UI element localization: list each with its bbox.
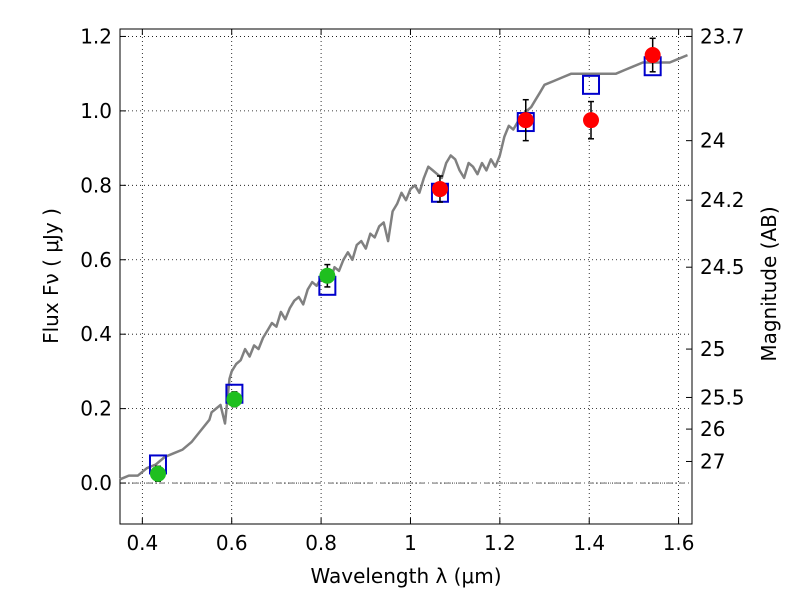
x-tick-label: 1.2 [484,531,516,555]
series-layer [119,37,688,482]
y-tick-label: 1.2 [80,24,112,48]
y-tick-label: 0.0 [80,471,112,495]
model-photometry-square [582,74,601,95]
right-tick-label: 24.2 [700,188,745,212]
right-tick-label: 23.7 [700,24,745,48]
x-tick-label: 0.4 [126,531,158,555]
y-tick-label: 0.2 [80,397,112,421]
right-tick-label: 25 [700,337,725,361]
x-tick-label: 1.6 [663,531,695,555]
plot-frame [119,28,693,525]
right-tick-label: 27 [700,449,725,473]
right-tick-label: 26 [700,417,725,441]
observed-point [149,465,166,482]
right-axis-label: Magnitude (AB) [757,206,781,361]
x-tick-label: 0.8 [305,531,337,555]
y-tick-label: 0.8 [80,173,112,197]
x-tick-label: 1.4 [573,531,605,555]
right-tick-label: 25.5 [700,385,745,409]
x-axis-label: Wavelength λ (μm) [310,564,501,588]
observed-point [226,391,243,408]
right-tick-label: 24 [700,129,725,153]
observed-point [583,112,600,129]
grid [120,29,692,524]
observed-point [431,181,448,198]
ticks-layer: 0.4 0.6 0.8 1 1.2 1.4 1.6 0.0 0.2 0.4 0.6 0.8 1.0 1.2… [80,24,744,555]
x-tick-label: 1 [404,531,417,555]
y-tick-label: 0.4 [80,322,112,346]
observed-point [517,112,534,129]
model-spectrum-line [119,53,688,481]
observed-point [319,267,336,284]
right-tick-label: 24.5 [700,255,745,279]
y-tick-label: 1.0 [80,99,112,123]
observed-point [644,47,661,64]
y-axis-label: Flux Fν ( μJy ) [39,208,63,344]
x-tick-label: 0.6 [216,531,248,555]
y-tick-label: 0.6 [80,248,112,272]
